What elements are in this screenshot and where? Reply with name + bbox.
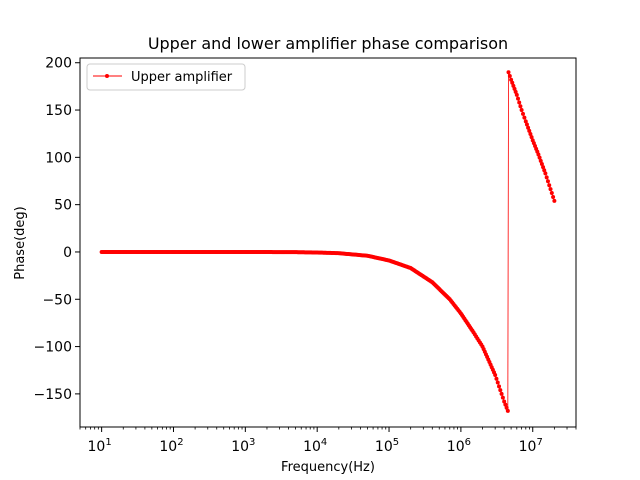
data-point	[507, 73, 512, 78]
y-tick-label: 200	[45, 56, 72, 72]
data-point	[497, 384, 502, 389]
plot-area	[79, 57, 577, 428]
data-point	[527, 128, 532, 133]
data-point	[542, 168, 547, 173]
y-tick-label: 0	[63, 245, 72, 261]
legend-marker	[105, 74, 109, 78]
data-point	[509, 77, 514, 82]
x-tick-label: 104	[303, 437, 327, 455]
data-point	[494, 376, 499, 381]
data-point	[539, 161, 544, 166]
data-point	[549, 191, 554, 196]
data-point	[543, 171, 548, 176]
x-tick-label: 106	[447, 437, 471, 455]
data-point	[517, 100, 522, 105]
y-tick-label: −100	[34, 340, 72, 356]
x-axis-minor-ticks	[79, 427, 577, 430]
y-axis: 200 150 100 50 0 −50 −100 −150	[34, 56, 80, 403]
data-point	[493, 372, 498, 377]
data-point	[519, 108, 524, 113]
data-point	[499, 391, 504, 396]
y-tick-label: −50	[42, 292, 72, 308]
x-axis-label: Frequency(Hz)	[281, 460, 375, 475]
legend-box	[86, 63, 246, 91]
data-point	[504, 405, 509, 410]
data-point	[522, 115, 527, 120]
data-point	[548, 187, 553, 192]
data-point	[528, 132, 533, 137]
data-point	[552, 198, 557, 203]
data-point	[505, 408, 510, 413]
y-tick-label: 50	[54, 198, 72, 214]
data-point	[495, 380, 500, 385]
x-tick-label: 102	[159, 437, 183, 455]
data-point	[529, 135, 534, 140]
y-tick-label: 100	[45, 150, 72, 166]
data-point	[545, 179, 550, 184]
series-layer	[99, 70, 557, 413]
data-point	[506, 70, 511, 75]
data-point	[518, 104, 523, 109]
data-point	[526, 125, 531, 130]
data-point	[547, 183, 552, 188]
y-tick-label: −150	[34, 387, 72, 403]
x-tick-label: 101	[88, 437, 112, 455]
data-point	[537, 155, 542, 160]
x-tick-label: 107	[519, 437, 543, 455]
legend: Upper amplifier	[86, 63, 246, 91]
data-point	[498, 388, 503, 393]
data-point	[538, 158, 543, 163]
data-point	[536, 152, 541, 157]
x-tick-label: 103	[231, 437, 255, 455]
data-point	[514, 92, 519, 97]
legend-entry: Upper amplifier	[131, 70, 233, 85]
data-point	[544, 175, 549, 180]
data-point	[503, 402, 508, 407]
data-point	[512, 86, 517, 91]
data-point	[521, 111, 525, 116]
data-point	[510, 80, 515, 85]
data-point	[551, 194, 556, 199]
y-tick-label: 150	[45, 103, 72, 119]
data-point	[500, 395, 505, 400]
data-point	[502, 399, 507, 404]
data-point	[523, 119, 528, 124]
data-point	[541, 165, 546, 170]
y-axis-label: Phase(deg)	[13, 206, 28, 279]
data-point	[516, 96, 520, 101]
data-point	[511, 83, 516, 88]
data-point	[524, 122, 529, 127]
data-point	[513, 89, 518, 94]
x-axis: 101 102 103 104 105 106 107	[88, 427, 543, 455]
x-tick-label: 105	[375, 437, 399, 455]
chart-title: Upper and lower amplifier phase comparis…	[148, 34, 508, 53]
